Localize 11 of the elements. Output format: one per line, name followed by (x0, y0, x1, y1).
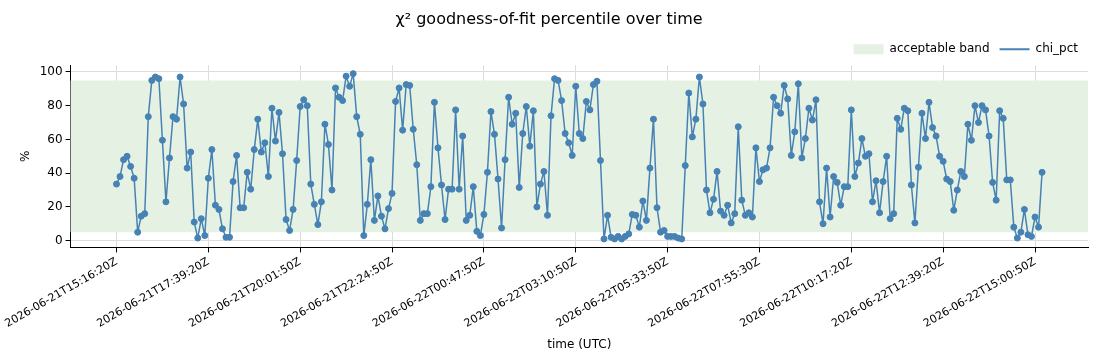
chart-title: χ² goodness-of-fit percentile over time (395, 8, 703, 28)
y-tick-label: 40 (47, 165, 63, 180)
legend-label: chi_pct (1035, 41, 1079, 56)
legend-label: acceptable band (889, 41, 990, 56)
x-axis-title: time (UTC) (547, 336, 612, 351)
y-tick-label: 0 (54, 232, 63, 247)
y-tick-label: 80 (47, 97, 63, 112)
y-axis-title: % (17, 150, 32, 162)
y-tick-label: 60 (47, 131, 63, 146)
y-tick-label: 20 (47, 199, 63, 214)
y-tick-label: 100 (39, 64, 63, 79)
